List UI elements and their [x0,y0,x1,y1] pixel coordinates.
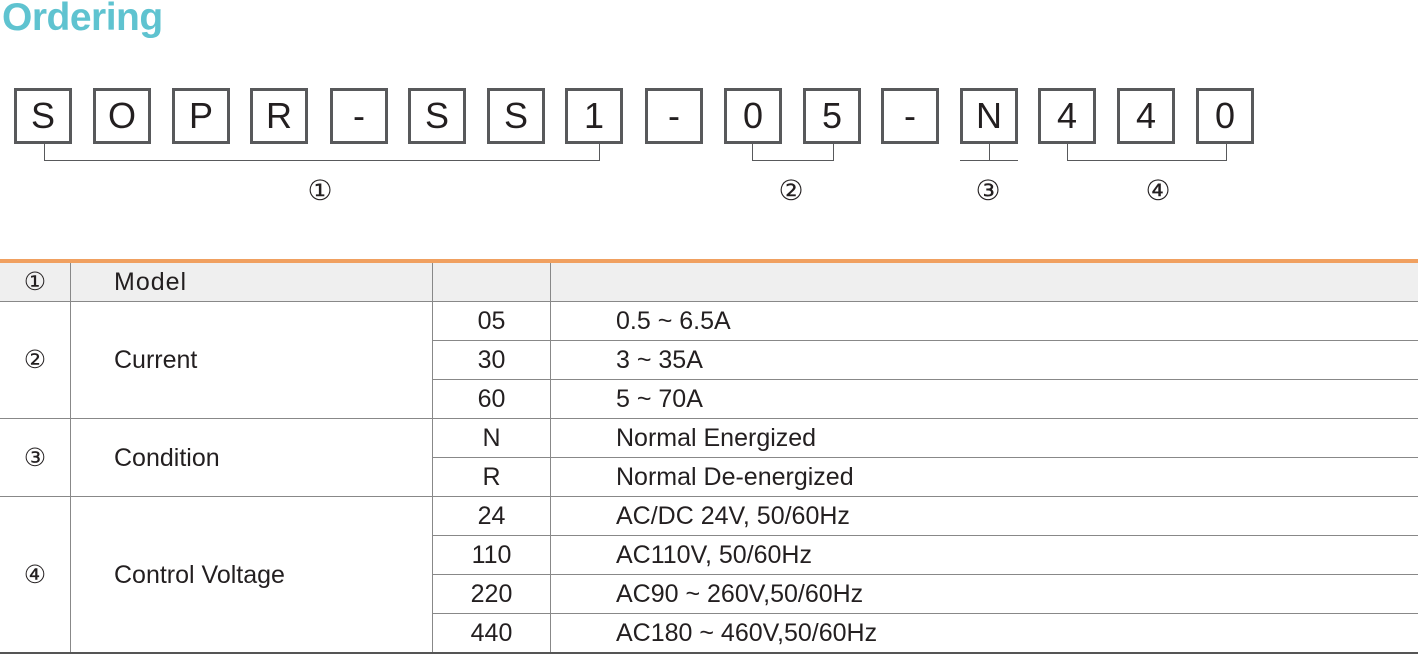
code-box: - [881,88,939,144]
group-bracket-1 [44,142,600,161]
section-name: Current [70,301,433,419]
section-name: Model [70,260,433,302]
desc-cell: AC110V, 50/60Hz [550,535,1418,575]
code-box: 4 [1117,88,1175,144]
table-header-row: ① Model [0,260,1418,302]
code-cell: N [432,418,551,458]
ordering-table: ① Model ② Current 05 0.5 ~ 6.5A 30 3 ~ 35A 60 5… [0,259,1418,654]
group-bracket-3 [960,160,1018,161]
group-bracket-4 [1067,142,1227,161]
section-name: Condition [70,418,433,497]
section-number: ④ [0,496,71,654]
code-cell: 440 [432,613,551,654]
code-cell [432,260,551,302]
group-label-1: ① [307,175,333,206]
desc-cell: AC/DC 24V, 50/60Hz [550,496,1418,536]
table-row: ④ Control Voltage 24 AC/DC 24V, 50/60Hz [0,496,1418,654]
table-row: 60 5 ~ 70A [0,379,1418,419]
group-bracket-3-tick [989,142,990,160]
code-cell: 30 [432,340,551,380]
section-number: ③ [0,418,71,497]
code-box: S [408,88,466,144]
section-number: ① [0,260,71,302]
desc-cell: 0.5 ~ 6.5A [550,301,1418,341]
section-name: Control Voltage [70,496,433,654]
code-box: - [645,88,703,144]
desc-cell: AC180 ~ 460V,50/60Hz [550,613,1418,654]
page-title: Ordering [2,0,163,39]
code-box: S [14,88,72,144]
table-row: ③ Condition N Normal Energized [0,418,1418,497]
table-row: 440 AC180 ~ 460V,50/60Hz [0,613,1418,654]
code-box: N [960,88,1018,144]
group-bracket-2 [752,142,834,161]
table-row: ② Current 05 0.5 ~ 6.5A [0,301,1418,419]
desc-cell: Normal De-energized [550,457,1418,497]
section-number: ② [0,301,71,419]
desc-cell: 3 ~ 35A [550,340,1418,380]
table-row: 110 AC110V, 50/60Hz [0,535,1418,575]
code-box: S [487,88,545,144]
code-cell: 220 [432,574,551,614]
group-label-2: ② [778,175,804,206]
group-label-3: ③ [975,175,1001,206]
table-row: R Normal De-energized [0,457,1418,497]
desc-cell: 5 ~ 70A [550,379,1418,419]
table-row: 220 AC90 ~ 260V,50/60Hz [0,574,1418,614]
code-cell: 05 [432,301,551,341]
code-box: P [172,88,230,144]
desc-cell [550,260,1418,302]
code-box: - [330,88,388,144]
code-box: 1 [565,88,623,144]
code-box: 5 [803,88,861,144]
group-label-4: ④ [1145,175,1171,206]
code-box: R [250,88,308,144]
code-cell: 110 [432,535,551,575]
code-cell: R [432,457,551,497]
code-box: 0 [1196,88,1254,144]
desc-cell: AC90 ~ 260V,50/60Hz [550,574,1418,614]
code-cell: 24 [432,496,551,536]
code-cell: 60 [432,379,551,419]
desc-cell: Normal Energized [550,418,1418,458]
code-box: 4 [1038,88,1096,144]
code-box: O [93,88,151,144]
code-box: 0 [724,88,782,144]
